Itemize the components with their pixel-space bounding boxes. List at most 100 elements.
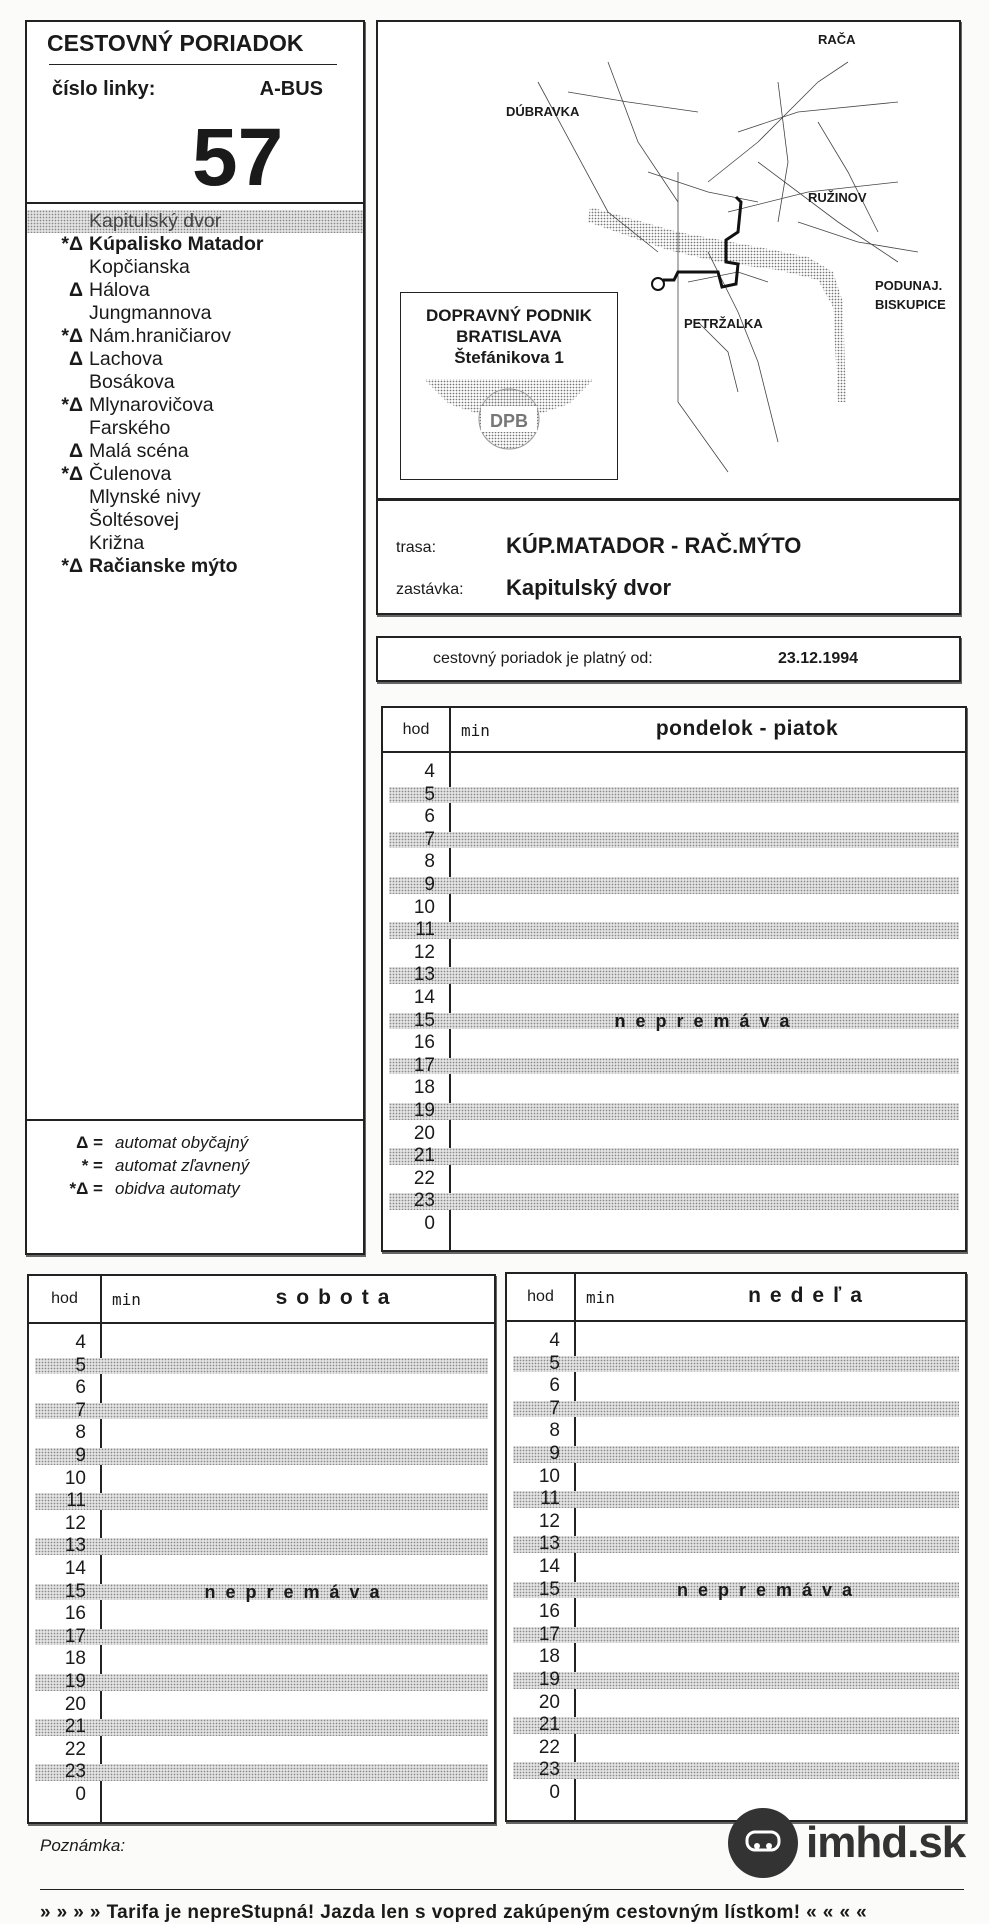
- timetable-header: [29, 1276, 494, 1324]
- legend-value: automat obyčajný: [115, 1133, 249, 1152]
- hour-row: 11: [383, 919, 965, 942]
- stop-name: Farského: [89, 417, 171, 439]
- city-map: [537, 61, 919, 473]
- no-service-text: nepremáva: [676, 1579, 863, 1600]
- hour-label: 17: [413, 1054, 435, 1076]
- stop-item: Bosákova: [27, 371, 363, 394]
- hour-row: 6: [383, 806, 965, 829]
- row-shading: [389, 1012, 959, 1030]
- note-label: Poznámka:: [40, 1836, 126, 1855]
- row-shading: [35, 1764, 488, 1781]
- hour-label: 10: [64, 1467, 86, 1489]
- hour-row: 13: [507, 1533, 965, 1556]
- row-shading: [35, 1447, 488, 1465]
- validity-box: cestovný poriadok je platný od: 23.12.19…: [376, 636, 961, 682]
- hour-row: 21: [507, 1714, 965, 1737]
- hour-label: 18: [64, 1648, 86, 1670]
- hour-row: 12: [507, 1511, 965, 1534]
- validity-label: cestovný poriadok je platný od:: [433, 650, 653, 667]
- tariff-notice: » » » » Tarifa je nepreStupná! Jazda len…: [40, 1902, 868, 1923]
- hour-label: 13: [64, 1535, 86, 1557]
- hour-label: 8: [424, 851, 435, 873]
- hour-label: 0: [549, 1781, 560, 1803]
- hour-label: 16: [413, 1032, 435, 1054]
- hour-row: 21: [29, 1716, 494, 1739]
- stop-item: Kopčianska: [27, 256, 363, 279]
- hour-label: 15: [64, 1580, 86, 1602]
- hour-label: 12: [538, 1510, 560, 1532]
- hour-row: 19: [29, 1671, 494, 1694]
- no-service-text: nepremáva: [614, 1010, 800, 1031]
- row-shading: [389, 876, 959, 894]
- hour-label: 5: [549, 1352, 560, 1374]
- stop-name: Račianske mýto: [89, 555, 238, 577]
- row-shading: [35, 1493, 488, 1510]
- line-info-panel: CESTOVNÝ PORIADOK číslo linky: A-BUS 57 …: [25, 20, 365, 1255]
- stop-item: *Δ Račianske mýto: [27, 555, 363, 578]
- line-header: CESTOVNÝ PORIADOK číslo linky: A-BUS 57: [27, 22, 363, 204]
- hour-row: 22: [383, 1168, 965, 1191]
- hour-row: 7: [29, 1400, 494, 1423]
- hour-row: 23: [507, 1759, 965, 1782]
- stop-name: Jungmannova: [89, 302, 212, 324]
- hour-row: 17: [383, 1055, 965, 1078]
- ticket-machine-marker: *Δ: [61, 555, 83, 577]
- row-shading: [513, 1536, 959, 1553]
- hour-row: 9: [507, 1443, 965, 1466]
- hour-row: 22: [507, 1737, 965, 1760]
- line-label: číslo linky:: [52, 78, 156, 100]
- hour-row: 20: [507, 1692, 965, 1715]
- ticket-machine-marker: *Δ: [61, 233, 83, 255]
- map-label-raca: RAČA: [818, 32, 856, 47]
- page-title: CESTOVNÝ PORIADOK: [47, 30, 304, 56]
- hour-row: 19: [507, 1669, 965, 1692]
- map-label-petrzalka: PETRŽALKA: [684, 316, 763, 331]
- stop-label: zastávka:: [396, 581, 464, 598]
- row-shading: [389, 967, 959, 984]
- stop-item: Farského: [27, 417, 363, 440]
- stop-value: Kapitulský dvor: [506, 575, 672, 600]
- legend-value: automat zľavnený: [115, 1156, 250, 1175]
- hour-row: 16: [383, 1032, 965, 1055]
- route-value: KÚP.MATADOR - RAČ.MÝTO: [506, 533, 802, 558]
- company-name: DOPRAVNÝ PODNIK: [426, 306, 592, 325]
- hour-column-header: hod: [51, 1290, 78, 1307]
- stop-item: *Δ Nám.hraničiarov: [27, 325, 363, 348]
- hour-label: 7: [549, 1397, 560, 1419]
- hour-row: 8: [383, 851, 965, 874]
- minute-column-header: min: [586, 1288, 615, 1307]
- danube-river: [588, 207, 846, 402]
- bus-pin-icon: [728, 1808, 798, 1878]
- stop-name: Kopčianska: [89, 256, 190, 278]
- hour-row: 15: [383, 1010, 965, 1033]
- hour-row: 19: [383, 1100, 965, 1123]
- hour-row: 14: [383, 987, 965, 1010]
- hour-row: 0: [507, 1782, 965, 1805]
- hour-row: 23: [29, 1761, 494, 1784]
- imhd-logo[interactable]: imhd.sk: [728, 1808, 966, 1878]
- row-shading: [513, 1717, 959, 1734]
- legend-item: *Δ = obidva automaty: [27, 1177, 363, 1200]
- hour-row: 11: [507, 1488, 965, 1511]
- hour-label: 0: [75, 1783, 86, 1805]
- hour-label: 15: [538, 1578, 560, 1600]
- hour-label: 12: [64, 1512, 86, 1534]
- ticket-machine-marker: Δ: [68, 279, 83, 301]
- hour-row: 20: [383, 1123, 965, 1146]
- hour-label: 11: [415, 919, 435, 941]
- hour-rows: 4 5 6 7 8 9 10 11 12 13 14 15 16 17 18 19 20 21 22 23 0: [29, 1332, 494, 1806]
- hour-label: 10: [413, 896, 435, 918]
- hour-row: 8: [29, 1422, 494, 1445]
- divider: [40, 1889, 964, 1890]
- row-shading: [513, 1355, 959, 1373]
- hour-label: 16: [538, 1601, 560, 1623]
- hour-row: 9: [29, 1445, 494, 1468]
- hour-label: 9: [75, 1444, 86, 1466]
- hour-label: 21: [413, 1145, 435, 1167]
- hour-row: 23: [383, 1190, 965, 1213]
- hour-label: 9: [549, 1442, 560, 1464]
- timetable-saturday: hod min sobota 4 5 6 7 8 9 10 11 12 13 14 15 16 17 18 1…: [27, 1274, 496, 1824]
- stop-item: Križna: [27, 532, 363, 555]
- hour-label: 0: [424, 1212, 435, 1234]
- hour-label: 7: [75, 1399, 86, 1421]
